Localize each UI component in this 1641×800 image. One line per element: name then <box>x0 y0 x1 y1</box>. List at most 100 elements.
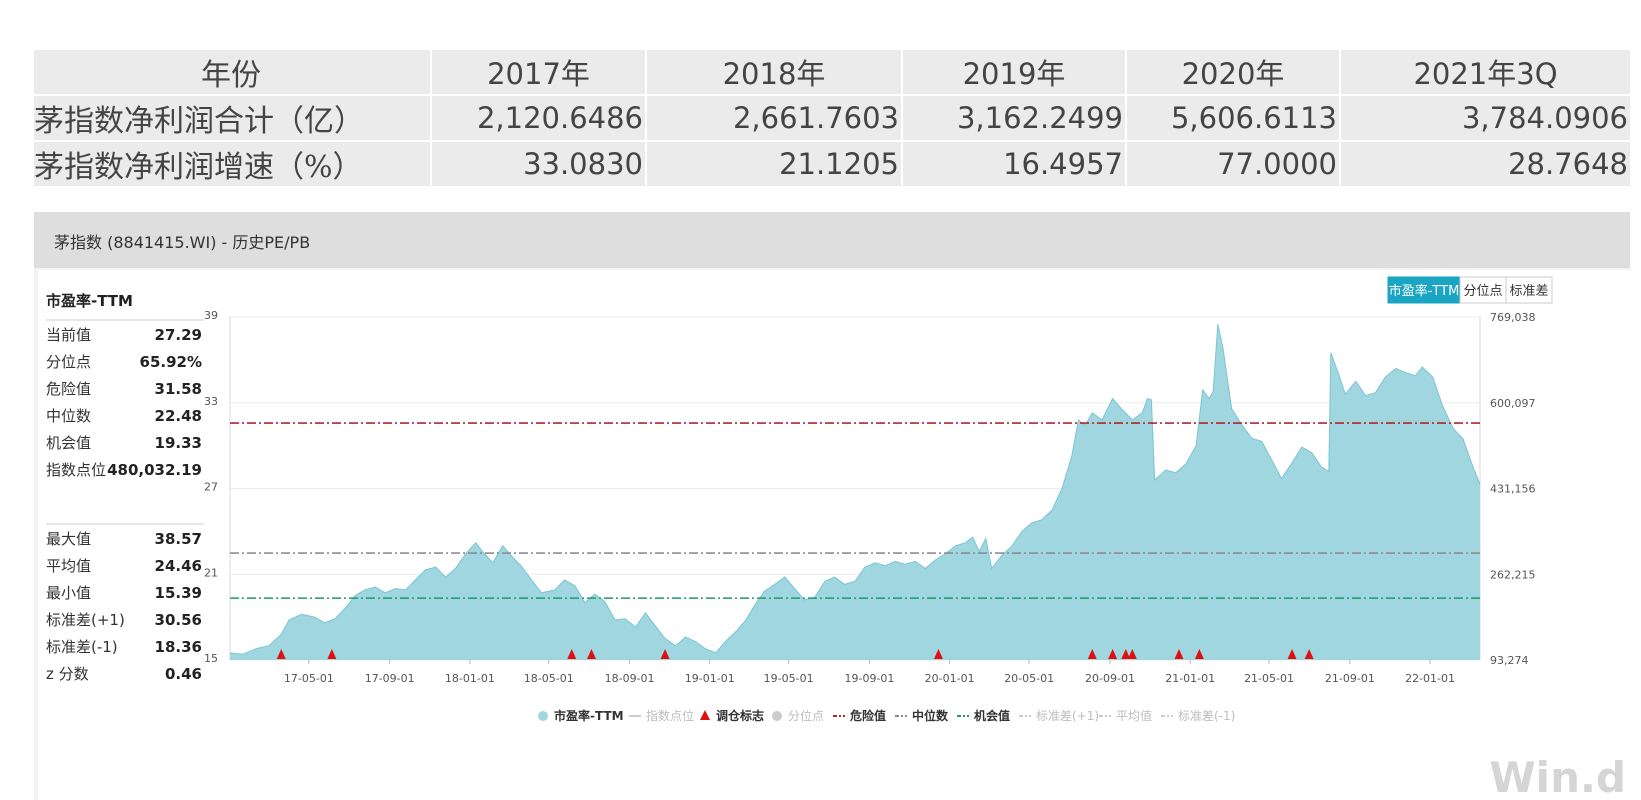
legend-marker <box>772 711 782 721</box>
stat-value: 18.36 <box>155 638 202 656</box>
rebalance-marker <box>276 649 286 659</box>
rebalance-marker <box>1108 649 1118 659</box>
x-tick-label: 21-09-01 <box>1325 672 1375 685</box>
rebalance-marker <box>1121 649 1131 659</box>
x-tick-label: 21-05-01 <box>1244 672 1294 685</box>
x-tick-label: 17-05-01 <box>284 672 334 685</box>
header-cell: 2017年 <box>430 48 647 96</box>
panel-title: 茅指数 (8841415.WI) - 历史PE/PB <box>54 233 311 252</box>
stat-label: 最小值 <box>46 584 91 602</box>
rebalance-marker <box>1304 649 1314 659</box>
table-cell: 33.0830 <box>430 140 647 188</box>
legend-item[interactable]: 机会值 <box>957 708 1010 723</box>
tab-pe-ttm[interactable]: 市盈率-TTM <box>1387 276 1461 304</box>
stat-label: z 分数 <box>46 665 89 683</box>
tab-stddev[interactable]: 标准差 <box>1505 276 1553 304</box>
tab-background <box>1459 276 1507 304</box>
header-cell: 2018年 <box>645 48 903 96</box>
table-cell: 16.4957 <box>901 140 1127 188</box>
y-left-tick-label: 21 <box>204 566 218 579</box>
stat-value: 19.33 <box>155 434 202 452</box>
stat-value: 22.48 <box>155 407 202 425</box>
rebalance-marker <box>1174 649 1184 659</box>
rebalance-marker <box>933 649 943 659</box>
row-label: 茅指数净利润增速（%） <box>32 140 432 188</box>
x-tick-label: 18-05-01 <box>524 672 574 685</box>
stat-label: 当前值 <box>46 326 91 344</box>
legend-label: 标准差(-1) <box>1178 709 1235 723</box>
rebalance-marker <box>660 649 670 659</box>
legend-label: 指数点位 <box>646 708 694 723</box>
y-left-tick-label: 15 <box>204 652 218 665</box>
stat-label: 平均值 <box>46 557 91 575</box>
table-header-row: 年份 2017年 2018年 2019年 2020年 2021年3Q <box>32 48 1632 96</box>
x-tick-label: 20-01-01 <box>925 672 975 685</box>
stat-value: 65.92% <box>140 353 202 371</box>
table-cell: 2,661.7603 <box>645 94 903 142</box>
rebalance-marker <box>1127 649 1137 659</box>
x-tick-label: 19-05-01 <box>764 672 814 685</box>
tab-label: 标准差 <box>1509 284 1548 299</box>
legend-item[interactable]: 市盈率-TTM <box>538 708 624 723</box>
stat-label: 最大值 <box>46 530 91 548</box>
table-cell: 21.1205 <box>645 140 903 188</box>
tab-label: 分位点 <box>1463 284 1502 299</box>
legend-label: 平均值 <box>1116 708 1152 723</box>
stat-label: 标准差(+1) <box>46 611 125 629</box>
legend-label: 标准差(+1) <box>1036 709 1099 723</box>
table-cell: 77.0000 <box>1125 140 1341 188</box>
stat-value: 38.57 <box>155 530 202 548</box>
stat-label: 分位点 <box>46 353 91 371</box>
legend-item[interactable]: 调仓标志 <box>700 708 764 723</box>
table-cell: 2,120.6486 <box>430 94 647 142</box>
stat-value: 27.29 <box>155 326 202 344</box>
stat-value: 30.56 <box>155 611 202 629</box>
row-label: 茅指数净利润合计（亿） <box>32 94 432 142</box>
x-tick-label: 22-01-01 <box>1405 672 1455 685</box>
tab-percentile[interactable]: 分位点 <box>1459 276 1507 304</box>
legend-item[interactable]: 分位点 <box>772 708 824 723</box>
legend-item[interactable]: 平均值 <box>1099 708 1152 723</box>
stat-label: 标准差(-1) <box>46 638 118 656</box>
legend-item[interactable]: 指数点位 <box>629 708 694 723</box>
rebalance-marker <box>567 649 577 659</box>
stat-label: 指数点位 <box>46 461 106 479</box>
rebalance-marker <box>1194 649 1204 659</box>
table-cell: 3,784.0906 <box>1339 94 1632 142</box>
legend-item[interactable]: 中位数 <box>895 708 949 723</box>
y-right-tick-label: 600,097 <box>1490 397 1536 410</box>
summary-table: 年份 2017年 2018年 2019年 2020年 2021年3Q 茅指数净利… <box>32 48 1632 188</box>
x-tick-label: 20-09-01 <box>1085 672 1135 685</box>
table-cell: 3,162.2499 <box>901 94 1127 142</box>
legend-label: 市盈率-TTM <box>554 708 624 723</box>
stat-value: 15.39 <box>155 584 202 602</box>
header-cell: 2019年 <box>901 48 1127 96</box>
x-tick-label: 17-09-01 <box>365 672 415 685</box>
stat-value: 480,032.19 <box>107 461 202 479</box>
table-cell: 5,606.6113 <box>1125 94 1341 142</box>
y-right-tick-label: 93,274 <box>1490 654 1529 667</box>
pe-ttm-line <box>229 323 1481 655</box>
header-cell: 2021年3Q <box>1339 48 1632 96</box>
tab-label: 市盈率-TTM <box>1389 283 1460 299</box>
legend-item[interactable]: 标准差(+1) <box>1019 709 1099 723</box>
rebalance-marker <box>586 649 596 659</box>
legend-marker <box>700 710 710 720</box>
table-row: 茅指数净利润合计（亿） 2,120.6486 2,661.7603 3,162.… <box>32 94 1632 142</box>
header-cell: 年份 <box>32 48 432 96</box>
stat-label: 中位数 <box>46 407 91 425</box>
rebalance-marker <box>1287 649 1297 659</box>
y-right-tick-label: 431,156 <box>1490 483 1536 496</box>
legend-label: 分位点 <box>788 708 824 723</box>
table-row: 茅指数净利润增速（%） 33.0830 21.1205 16.4957 77.0… <box>32 140 1632 188</box>
stat-label: 危险值 <box>46 380 91 398</box>
y-right-tick-label: 769,038 <box>1490 311 1536 324</box>
legend-label: 调仓标志 <box>716 708 764 723</box>
legend-marker <box>538 711 548 721</box>
pe-ttm-area <box>230 324 1480 660</box>
stat-value: 31.58 <box>155 380 202 398</box>
legend-item[interactable]: 标准差(-1) <box>1161 709 1235 723</box>
legend-item[interactable]: 危险值 <box>833 708 886 723</box>
rebalance-marker <box>327 649 337 659</box>
stat-label: 机会值 <box>46 434 91 452</box>
